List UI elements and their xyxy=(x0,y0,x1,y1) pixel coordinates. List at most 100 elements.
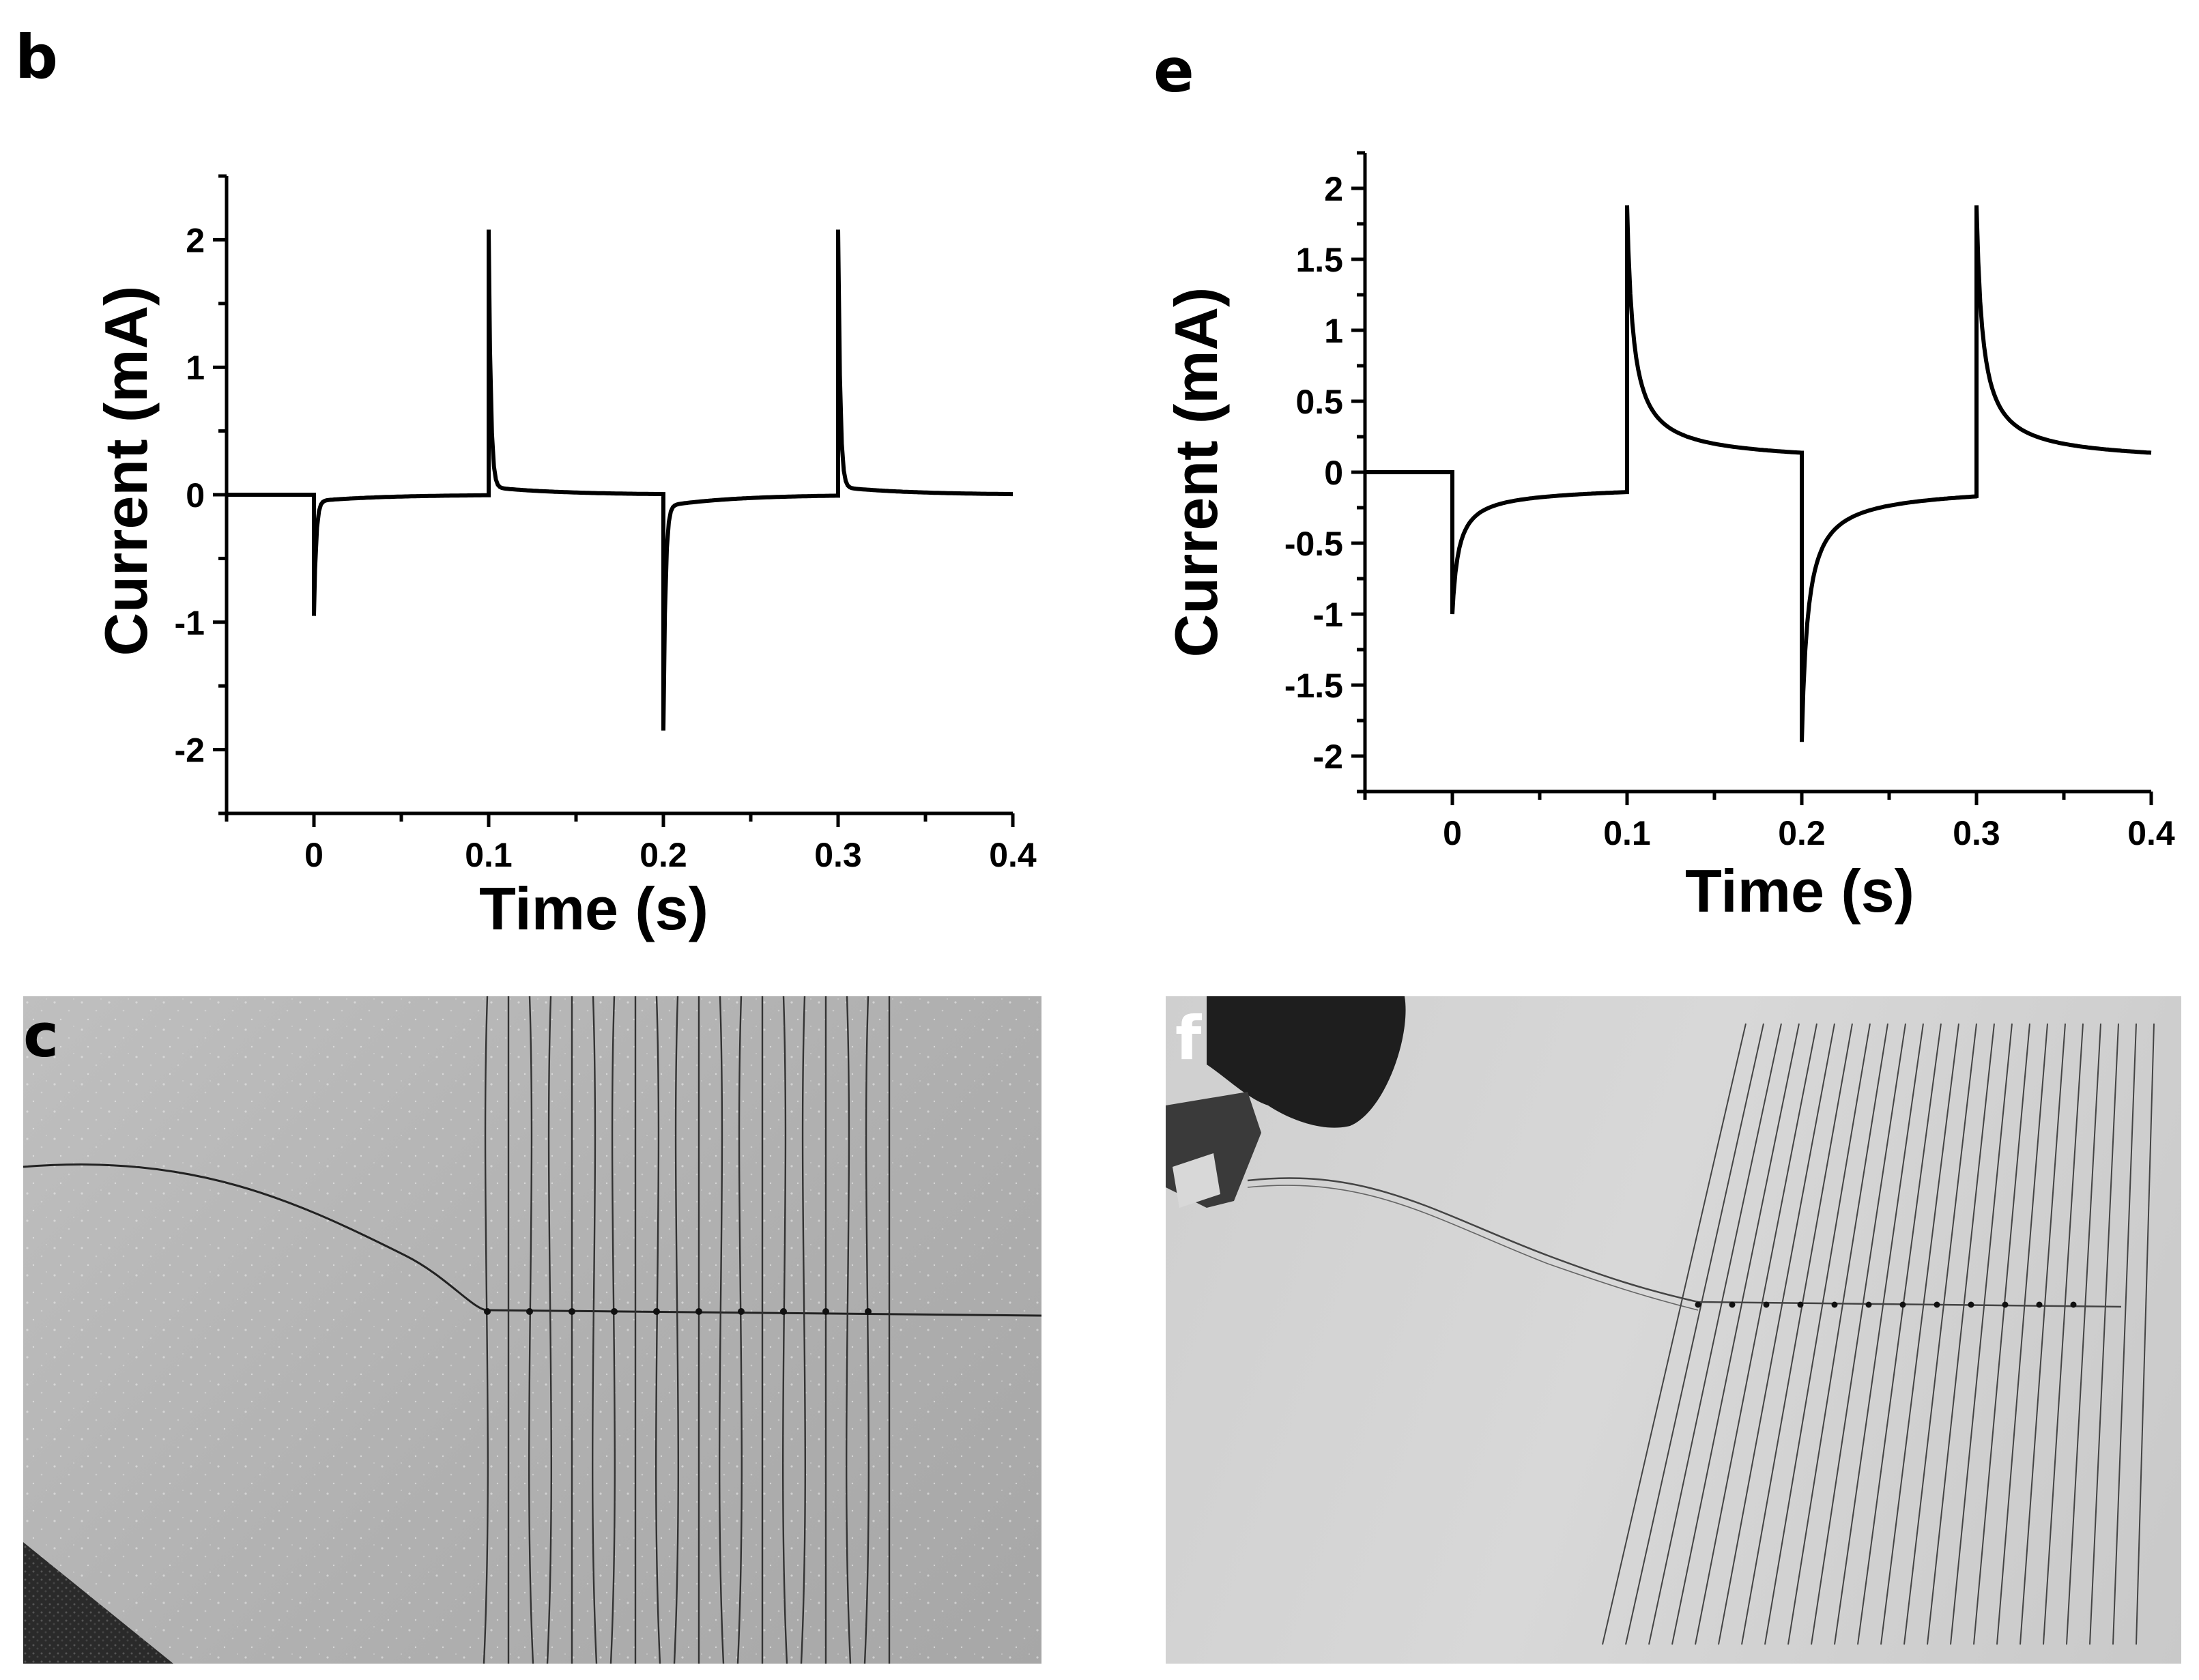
chart-e-y-tick-label: 0 xyxy=(1324,454,1343,492)
photo-c-fiber xyxy=(800,996,806,1664)
photo-c-contact-dot xyxy=(780,1308,787,1315)
chart-b-y-tick-label: 1 xyxy=(186,349,205,387)
photo-f-fiber xyxy=(1648,1023,1782,1645)
photo-f-fiber xyxy=(1741,1023,1853,1645)
photo-c-fiber xyxy=(528,996,534,1664)
chart-e-x-tick-label: 0.4 xyxy=(2127,814,2175,852)
chart-e-ylabel-text: Current (mA) xyxy=(1162,287,1230,658)
photo-f-fiber xyxy=(1695,1023,1817,1645)
photo-f-fiber xyxy=(2020,1023,2066,1645)
photo-c-fiber xyxy=(546,996,552,1664)
photo-f-fiber xyxy=(1671,1023,1800,1645)
photo-c-fiber xyxy=(655,996,661,1664)
photo-f-contact-dot xyxy=(1968,1301,1974,1308)
photo-f-fiber xyxy=(2043,1023,2084,1645)
photo-f-fiber xyxy=(1973,1023,2030,1645)
chart-e-x-tick-label: 0 xyxy=(1443,814,1462,852)
photo-f-contact-dot xyxy=(1695,1301,1701,1308)
panel-letter-f: f xyxy=(1175,1003,1202,1073)
chart-e-y-tick-label: -1.5 xyxy=(1284,667,1343,705)
chart-b-series-line xyxy=(227,229,1013,731)
photo-f-fiber xyxy=(1834,1023,1924,1645)
photo-f-contact-dot xyxy=(1797,1301,1804,1308)
photo-f-fiber xyxy=(1903,1023,1977,1645)
chart-b: 0 0.1 0.2 0.3 0.4 -2 -1 0 1 2 Time (s) Current (m… xyxy=(92,174,1037,942)
photo-f-fiber xyxy=(2136,1023,2155,1645)
photo-c-fiber xyxy=(782,996,788,1664)
photo-f-contact-dot xyxy=(1865,1301,1872,1308)
photo-c-contact-dot xyxy=(611,1308,618,1315)
photo-c-contact-dot xyxy=(653,1308,660,1315)
chart-b-x-tick-label: 0 xyxy=(304,836,324,874)
chart-e: 0 0.1 0.2 0.3 0.4 -2 -1.5 -1 -0.5 0 0.5 1 1.5 2 Time … xyxy=(1162,151,2175,925)
photo-f-fiber xyxy=(2066,1023,2101,1645)
photo-f-contact-dot xyxy=(1899,1301,1906,1308)
photo-c-fiber xyxy=(736,996,743,1664)
photo-c-drawing xyxy=(23,996,1041,1664)
photo-f-fiber xyxy=(1718,1023,1835,1645)
photo-c-fiber xyxy=(863,996,869,1664)
chart-b-xlabel: Time (s) xyxy=(479,875,708,942)
chart-e-axes xyxy=(1363,153,2151,794)
panel-letter-c: c xyxy=(23,1000,59,1071)
photo-f: f xyxy=(1166,996,2181,1664)
chart-e-y-tick-label: -1 xyxy=(1313,596,1343,634)
chart-e-x-tick-label: 0.2 xyxy=(1778,814,1826,852)
chart-e-y-tick-label: 1 xyxy=(1324,312,1343,350)
photo-c-contact-dot xyxy=(695,1308,702,1315)
photo-c-contact-dot xyxy=(484,1308,491,1315)
photo-c-contact-dot xyxy=(526,1308,533,1315)
photo-c: c xyxy=(23,996,1041,1664)
chart-e-xlabel: Time (s) xyxy=(1685,857,1914,925)
photo-c-contact-dot xyxy=(569,1308,575,1315)
photo-c-fiber xyxy=(483,996,489,1664)
photo-f-contact-dot xyxy=(1763,1301,1770,1308)
photo-c-contact-dot xyxy=(865,1308,872,1315)
photo-f-fiber xyxy=(1927,1023,1995,1645)
chart-b-y-tick-label: -2 xyxy=(175,732,205,770)
chart-e-x-tick-label: 0.3 xyxy=(1953,814,2000,852)
panel-letter-e: e xyxy=(1153,35,1194,106)
photo-c-fiber xyxy=(846,996,852,1664)
chart-b-ylabel: Current (mA) xyxy=(92,286,160,656)
chart-e-x-tick-label: 0.1 xyxy=(1603,814,1651,852)
photo-f-contact-dot xyxy=(1729,1301,1736,1308)
chart-b-x-tick-label: 0.1 xyxy=(465,836,513,874)
chart-e-y-tick-label: 1.5 xyxy=(1295,241,1343,279)
chart-b-y-tick-label: 0 xyxy=(186,476,205,515)
photo-c-fiber xyxy=(609,996,616,1664)
photo-f-fiber xyxy=(1625,1023,1764,1645)
photo-c-fiber xyxy=(719,996,725,1664)
photo-f-fiber xyxy=(1996,1023,2048,1645)
photo-f-fiber xyxy=(1857,1023,1942,1645)
photo-f-contact-dot xyxy=(1831,1301,1838,1308)
chart-b-y-tick-label: 2 xyxy=(186,221,205,259)
photo-c-contact-dot xyxy=(822,1308,829,1315)
photo-f-fiber xyxy=(1880,1023,1959,1645)
chart-e-series-line xyxy=(1365,205,2152,742)
photo-c-fiber xyxy=(592,996,598,1664)
chart-e-y-tick-label: 2 xyxy=(1324,170,1343,208)
chart-b-x-tick-label: 0.4 xyxy=(989,836,1037,874)
chart-b-x-tick-label: 0.3 xyxy=(814,836,862,874)
chart-e-y-tick-label: -2 xyxy=(1313,738,1343,776)
photo-f-fiber xyxy=(2112,1023,2137,1645)
photo-c-fiber xyxy=(673,996,679,1664)
chart-b-y-tick-label: -1 xyxy=(175,604,205,642)
photo-f-contact-dot xyxy=(1934,1301,1940,1308)
chart-b-x-tick-label: 0.2 xyxy=(639,836,687,874)
photo-f-drawing xyxy=(1166,996,2155,1645)
photo-f-contact-dot xyxy=(2002,1301,2009,1308)
chart-e-y-tick-label: 0.5 xyxy=(1295,383,1343,421)
photo-f-fiber xyxy=(1811,1023,1906,1645)
photo-f-fiber xyxy=(1950,1023,2013,1645)
photo-f-contact-dot xyxy=(2070,1301,2077,1308)
chart-e-y-tick-label: -0.5 xyxy=(1284,525,1343,563)
photo-c-contact-dot xyxy=(738,1308,745,1315)
photo-f-fiber xyxy=(2089,1023,2119,1645)
photo-f-fiber xyxy=(1787,1023,1888,1645)
photo-f-fiber xyxy=(1764,1023,1871,1645)
panel-letter-b: b xyxy=(15,22,58,92)
photo-f-fiber xyxy=(1602,1023,1747,1645)
photo-f-contact-dot xyxy=(2036,1301,2043,1308)
